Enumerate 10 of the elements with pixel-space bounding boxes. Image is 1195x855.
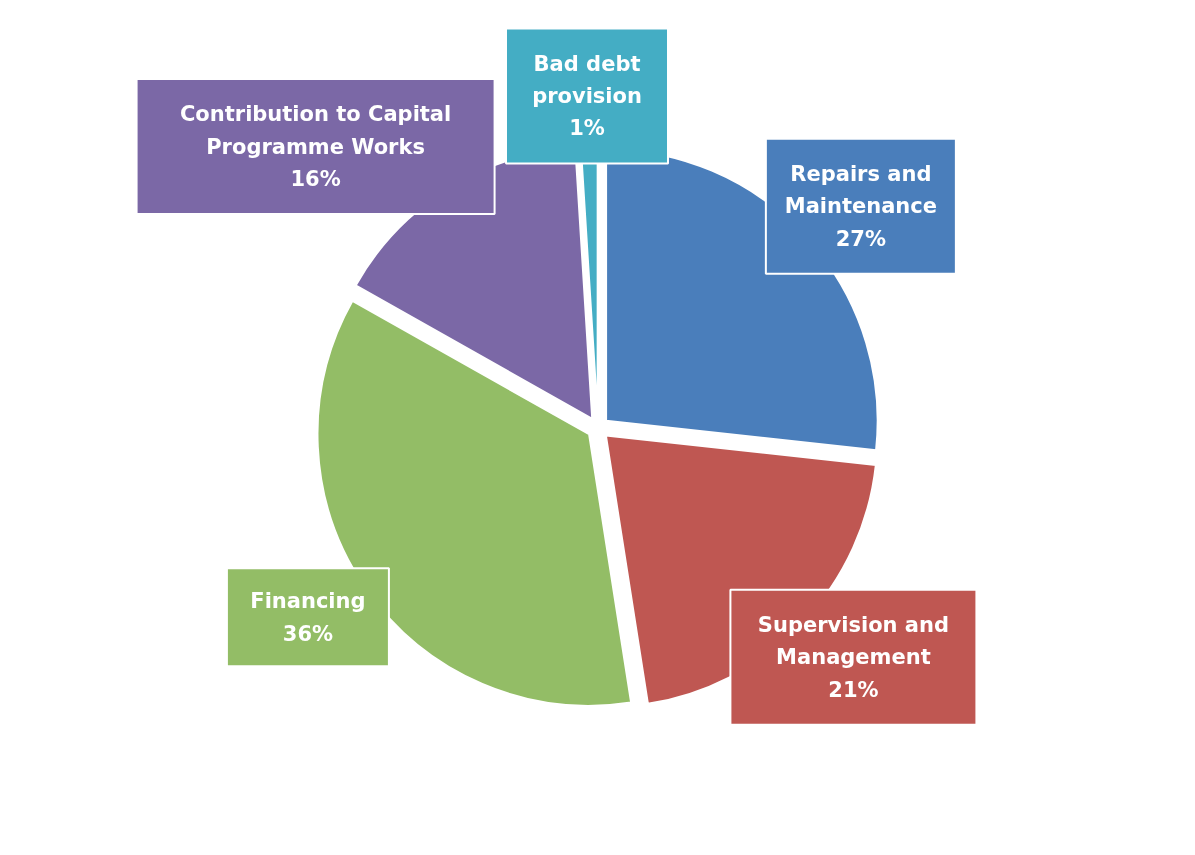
- data-label: 1%: [569, 116, 605, 141]
- slice-label: Repairs and Maintenance: [784, 161, 938, 219]
- data-label: 16%: [290, 166, 341, 191]
- slice-label: Financing: [250, 589, 366, 614]
- slice-label: Bad debt provision: [532, 51, 642, 108]
- slice-label: Contribution to Capital Programme Works: [179, 102, 452, 159]
- data-label: 21%: [828, 677, 879, 702]
- slice-label: Supervision and Management: [757, 612, 949, 670]
- data-label: 27%: [835, 226, 886, 251]
- data-label: 36%: [282, 621, 334, 646]
